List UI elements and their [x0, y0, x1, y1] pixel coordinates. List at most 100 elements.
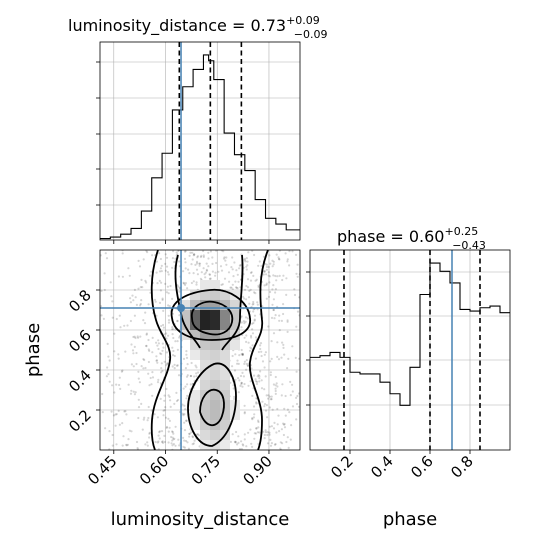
scatter-point [246, 278, 250, 281]
scatter-point [282, 346, 285, 349]
scatter-point [163, 440, 166, 444]
scatter-point [155, 260, 158, 263]
density-cell [220, 300, 230, 310]
scatter-point [182, 436, 185, 439]
scatter-point [288, 250, 291, 253]
scatter-point [122, 435, 125, 438]
scatter-point [108, 359, 111, 362]
scatter-point [279, 441, 282, 444]
scatter-point [167, 273, 170, 276]
scatter-point [137, 287, 140, 290]
scatter-point [261, 400, 264, 403]
scatter-point [281, 341, 284, 344]
scatter-point [101, 411, 104, 414]
scatter-point [202, 255, 205, 259]
scatter-point [200, 254, 203, 257]
scatter-point [108, 430, 111, 433]
x-ticks: 0.2 0.4 0.6 0.8 [327, 450, 477, 482]
scatter-point [155, 355, 158, 358]
scatter-point [270, 357, 273, 360]
scatter-point [164, 253, 167, 256]
scatter-point [177, 374, 181, 377]
scatter-point [286, 408, 289, 411]
scatter-point [196, 273, 199, 276]
scatter-point [100, 289, 103, 292]
scatter-point [283, 426, 287, 429]
scatter-point [237, 391, 240, 394]
scatter-point [253, 253, 256, 257]
scatter-point [282, 274, 285, 277]
y-tick-label: 0.4 [65, 366, 95, 396]
scatter-point [209, 250, 212, 253]
scatter-point [133, 288, 136, 291]
scatter-point [182, 282, 186, 285]
scatter-point [231, 268, 234, 271]
scatter-point [233, 397, 236, 400]
scatter-point [237, 362, 240, 365]
scatter-point [188, 432, 191, 435]
scatter-point [232, 387, 235, 390]
scatter-point [115, 383, 118, 386]
scatter-point [265, 404, 268, 407]
scatter-point [139, 335, 142, 338]
y-tick-label: 0.8 [65, 286, 95, 316]
scatter-point [264, 429, 267, 432]
scatter-point [108, 448, 111, 450]
scatter-point [248, 289, 251, 292]
scatter-point [178, 336, 181, 339]
scatter-point [161, 342, 164, 345]
scatter-point [243, 433, 246, 436]
density-cell [200, 380, 210, 390]
scatter-point [147, 348, 150, 351]
scatter-point [168, 395, 171, 398]
scatter-point [156, 416, 159, 419]
scatter-point [111, 384, 114, 387]
scatter-point [257, 420, 260, 424]
scatter-point [204, 276, 207, 279]
scatter-point [283, 353, 286, 356]
scatter-point [234, 441, 237, 444]
scatter-point [202, 254, 205, 257]
scatter-point [138, 381, 141, 384]
scatter-point [168, 426, 171, 429]
scatter-point [172, 443, 175, 446]
scatter-point [171, 444, 174, 447]
scatter-point [234, 353, 237, 356]
scatter-point [126, 443, 129, 446]
scatter-point [243, 288, 247, 291]
scatter-point [171, 297, 174, 300]
scatter-point [171, 365, 174, 368]
scatter-point [279, 447, 282, 450]
scatter-point [262, 273, 265, 276]
scatter-point [103, 288, 106, 292]
scatter-point [203, 273, 206, 276]
scatter-point [295, 272, 298, 275]
scatter-point [165, 364, 168, 367]
scatter-point [289, 394, 292, 397]
scatter-point [245, 368, 248, 371]
scatter-point [157, 347, 160, 351]
scatter-point [165, 265, 169, 268]
scatter-point [229, 286, 232, 289]
scatter-point [104, 252, 107, 255]
scatter-point [153, 413, 156, 416]
scatter-point [135, 440, 139, 444]
scatter-point [125, 444, 128, 447]
density-cell [200, 300, 210, 310]
scatter-point [231, 256, 234, 259]
scatter-point [158, 279, 161, 282]
scatter-point [171, 346, 174, 349]
scatter-point [207, 257, 210, 260]
scatter-point [298, 296, 300, 299]
scatter-point [243, 362, 246, 365]
scatter-point [270, 340, 273, 343]
scatter-point [211, 256, 214, 259]
scatter-point [135, 362, 138, 366]
scatter-point [202, 267, 205, 270]
scatter-point [236, 359, 239, 362]
scatter-point [159, 289, 162, 292]
scatter-point [243, 438, 246, 441]
scatter-point [281, 278, 284, 282]
scatter-point [163, 399, 166, 402]
y-ticks [96, 61, 270, 244]
